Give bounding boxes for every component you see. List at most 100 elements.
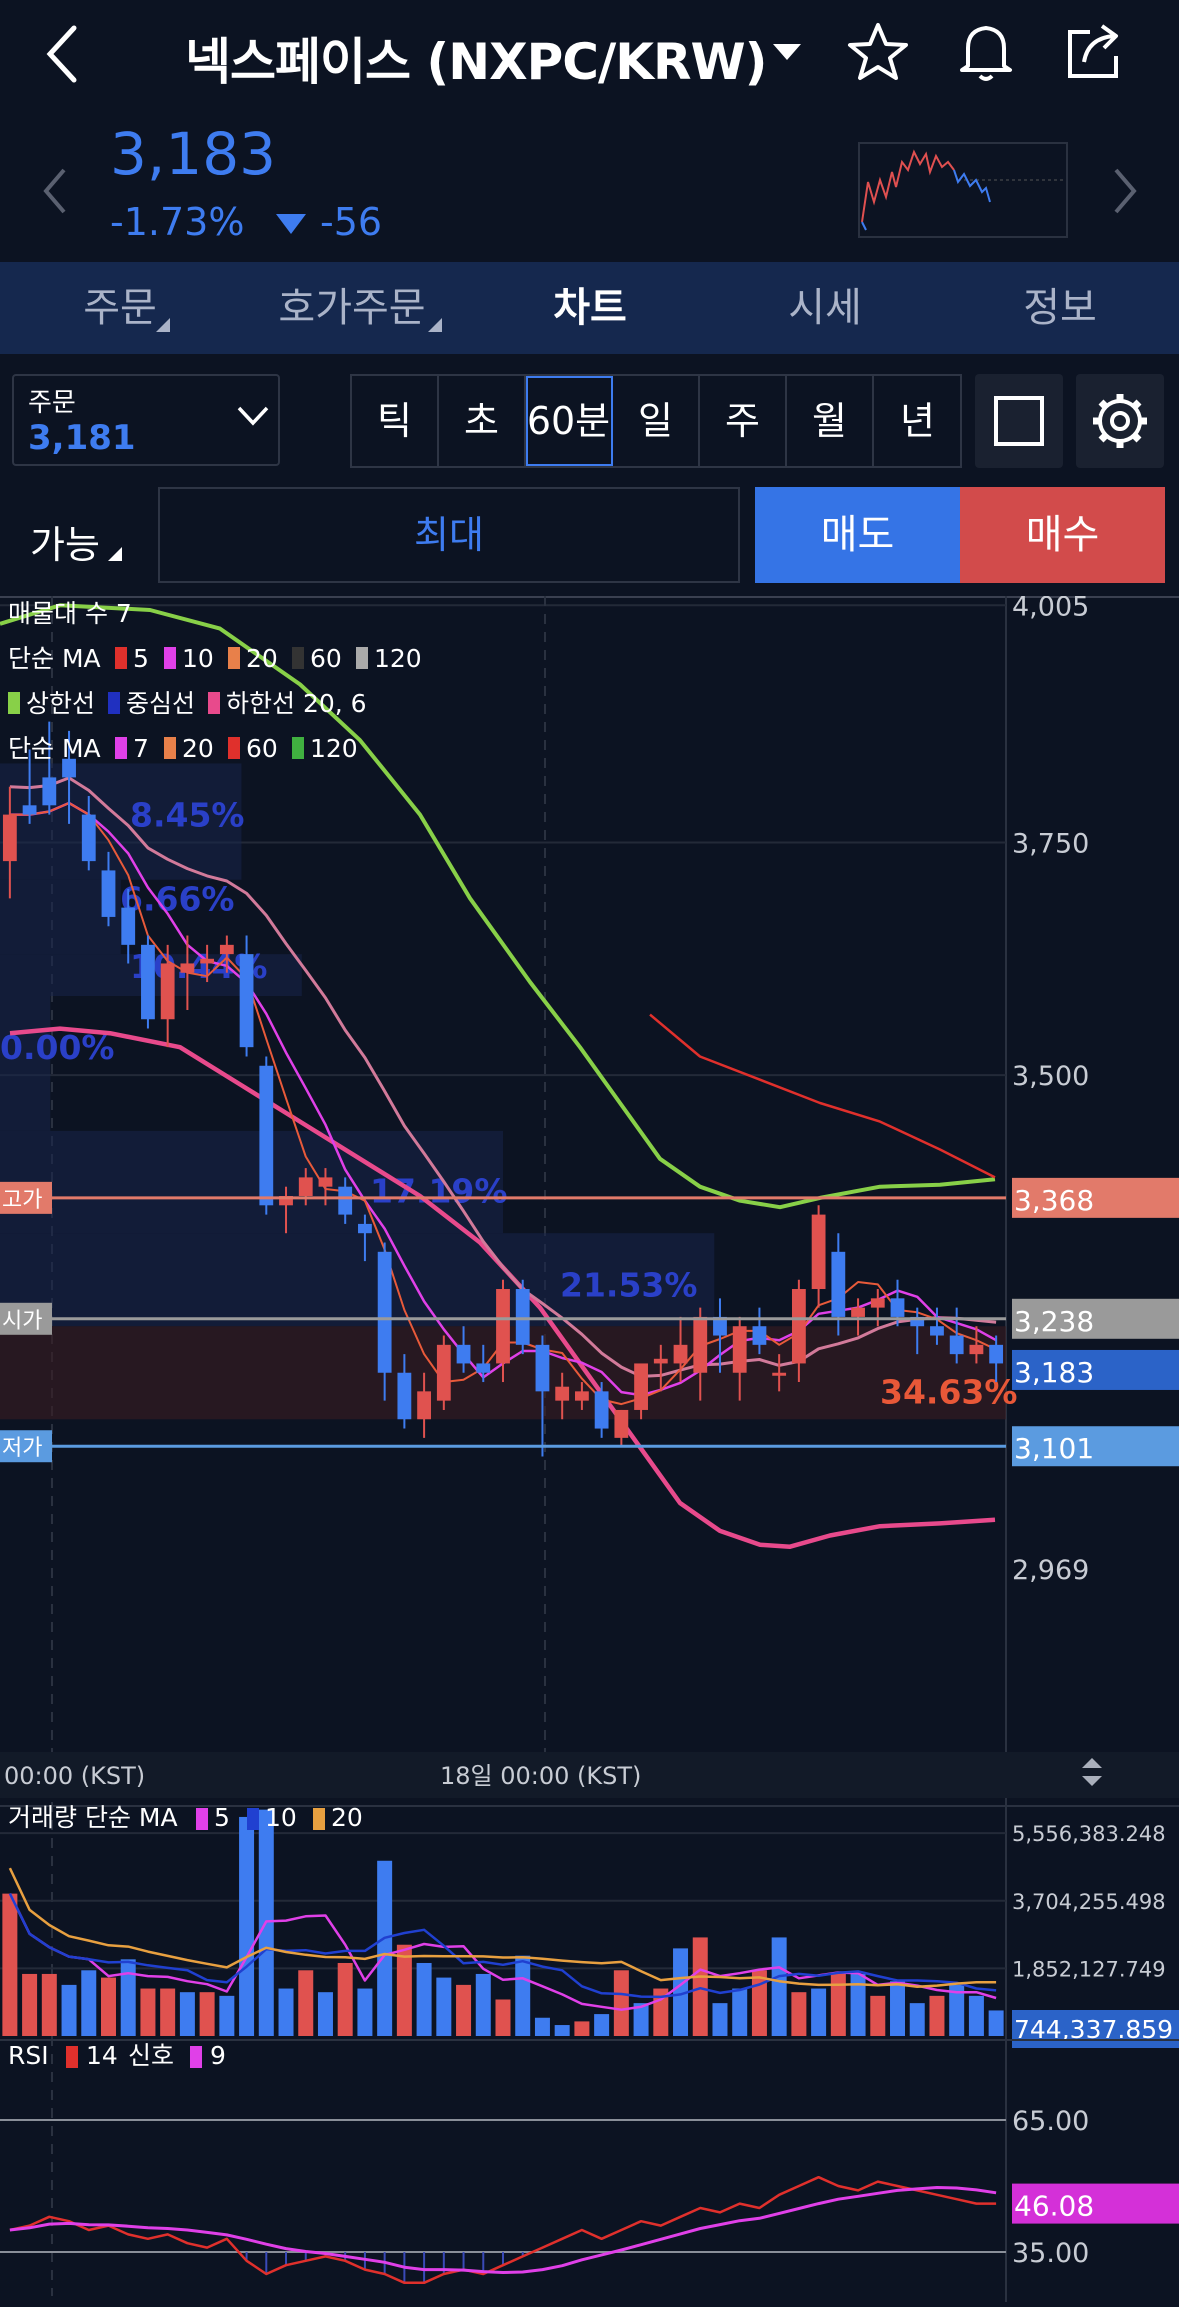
tab-orderbook-order[interactable]: 호가주문 [262, 262, 442, 354]
volume-bar [811, 1988, 827, 2036]
rsi-legend-signal: 9 [210, 2041, 226, 2070]
volume-bar [199, 1992, 215, 2036]
candle-body [811, 1214, 826, 1290]
period-year[interactable]: 년 [900, 399, 935, 443]
legend-ma2-value: 120 [310, 734, 358, 763]
order-price-selector[interactable]: 주문 3,181 [12, 374, 280, 466]
down-triangle-icon [276, 214, 306, 234]
period-week[interactable]: 주 [700, 376, 787, 466]
legend-ma-label: 단순 MA [8, 644, 101, 673]
candle-body [200, 958, 215, 964]
main-tabs: 주문 호가주문 차트 시세 정보 [0, 262, 1179, 354]
candle-body [456, 1344, 471, 1364]
tab-info-label: 정보 [1023, 285, 1097, 331]
price-tick: 2,969 [1012, 1555, 1089, 1586]
volume-bar [239, 1816, 255, 2036]
volume-bar [160, 1988, 176, 2036]
volume-bar [712, 2003, 728, 2036]
ma60-line [649, 1013, 996, 1179]
period-month[interactable]: 월 [787, 376, 874, 466]
candle-body [338, 1186, 353, 1215]
candle-body [180, 963, 195, 973]
settings-button[interactable] [1076, 374, 1164, 468]
period-60min[interactable]: 60분 [526, 376, 613, 466]
level-axis-label: 3,238 [1014, 1305, 1094, 1338]
favorite-star-icon[interactable] [846, 20, 910, 88]
volume-bar [613, 1970, 629, 2036]
back-chevron-icon[interactable] [40, 22, 96, 86]
candle-body [594, 1391, 609, 1429]
tab-quotes[interactable]: 시세 [745, 262, 905, 354]
volume-profile-band [0, 879, 121, 955]
volume-bar [436, 1977, 452, 2036]
legend-ma-value: 5 [133, 644, 149, 673]
legend-ma2-swatch [228, 737, 240, 759]
candle-body [752, 1326, 767, 1345]
fullscreen-button[interactable] [975, 374, 1063, 468]
available-toggle[interactable]: 가능 [30, 514, 122, 569]
legend-ma-swatch [228, 647, 240, 669]
tab-chart-label: 차트 [553, 285, 627, 331]
prev-market-chevron-icon[interactable] [40, 166, 70, 220]
rsi-legend-swatch [190, 2046, 202, 2068]
tab-quotes-label: 시세 [788, 285, 862, 331]
rsi-panel: RSI 14 신호 9 65.00 35.00 46.08 [0, 2039, 1179, 2285]
volume-profile-pct: 34.63% [880, 1372, 1017, 1411]
price-summary: 3,183 -1.73% -56 [0, 110, 1179, 260]
volume-ma5-line [8, 1893, 997, 2011]
volume-bar [791, 1992, 807, 2036]
market-title[interactable]: 넥스페이스 (NXPC/KRW) [185, 33, 768, 91]
price-chart-svg[interactable]: 8.45%6.66%10.44%0.00%17.19%21.53%34.63% … [0, 591, 1179, 2303]
volume-bar [61, 1984, 77, 2036]
volume-bar [594, 2014, 610, 2036]
period-tick[interactable]: 틱 [352, 376, 439, 466]
volume-bar [830, 1973, 846, 2036]
rsi-legend-signal-label: 신호 [128, 2041, 174, 2070]
bell-icon[interactable] [954, 18, 1018, 88]
legend-ma2-value: 20 [182, 734, 214, 763]
change-percent: -1.73% [110, 200, 245, 244]
tab-chart[interactable]: 차트 [510, 262, 670, 354]
candle-body [141, 944, 155, 1020]
share-icon[interactable] [1062, 18, 1126, 86]
volume-bar [100, 1977, 116, 2036]
rsi-tick: 65.00 [1012, 2106, 1089, 2137]
max-amount-button[interactable]: 최대 [158, 487, 740, 583]
chart-area[interactable]: 8.45% 6.66% 10.44% 0.00% 17.19% 21.53% 34.63% … [0, 591, 1179, 2303]
legend-band-swatch [8, 692, 20, 714]
volume-bar [298, 1970, 314, 2036]
tab-info[interactable]: 정보 [980, 262, 1140, 354]
candle-body [2, 814, 17, 862]
next-market-chevron-icon[interactable] [1110, 166, 1140, 220]
level-tag-bg [0, 1302, 52, 1335]
tab-order-label: 주문 [83, 285, 157, 331]
buy-button[interactable]: 매수 [960, 487, 1165, 583]
candle-body [239, 954, 254, 1048]
period-second[interactable]: 초 [439, 376, 526, 466]
legend-ma-value: 10 [182, 644, 214, 673]
volume-legend-swatch [196, 1808, 208, 1830]
volume-bar [949, 1984, 965, 2036]
candle-body [851, 1307, 865, 1317]
sell-button[interactable]: 매도 [755, 487, 960, 583]
candle-body [436, 1344, 451, 1401]
period-day[interactable]: 일 [613, 376, 700, 466]
volume-bar [219, 1995, 235, 2036]
candle-body [219, 944, 234, 955]
volume-bar [416, 1962, 432, 2036]
market-dropdown-icon[interactable] [773, 44, 801, 60]
volume-bar [534, 2017, 550, 2036]
volume-bar [732, 1988, 748, 2036]
volume-bar [929, 1995, 945, 2036]
candle-body [791, 1289, 806, 1364]
volume-tick: 3,704,255.498 [1012, 1890, 1166, 1914]
tab-orderbook-order-label: 호가주문 [278, 285, 426, 331]
period-selector: 틱 초 60분 일 주 월 년 [350, 374, 962, 468]
volume-profile-band [0, 1233, 715, 1327]
tab-order[interactable]: 주문 [40, 262, 200, 354]
candle-body [515, 1289, 530, 1345]
candle-body [634, 1363, 648, 1410]
legend-ma2-value: 7 [133, 734, 149, 763]
mini-chart-thumbnail[interactable] [858, 142, 1068, 242]
volume-bar [179, 1992, 195, 2036]
